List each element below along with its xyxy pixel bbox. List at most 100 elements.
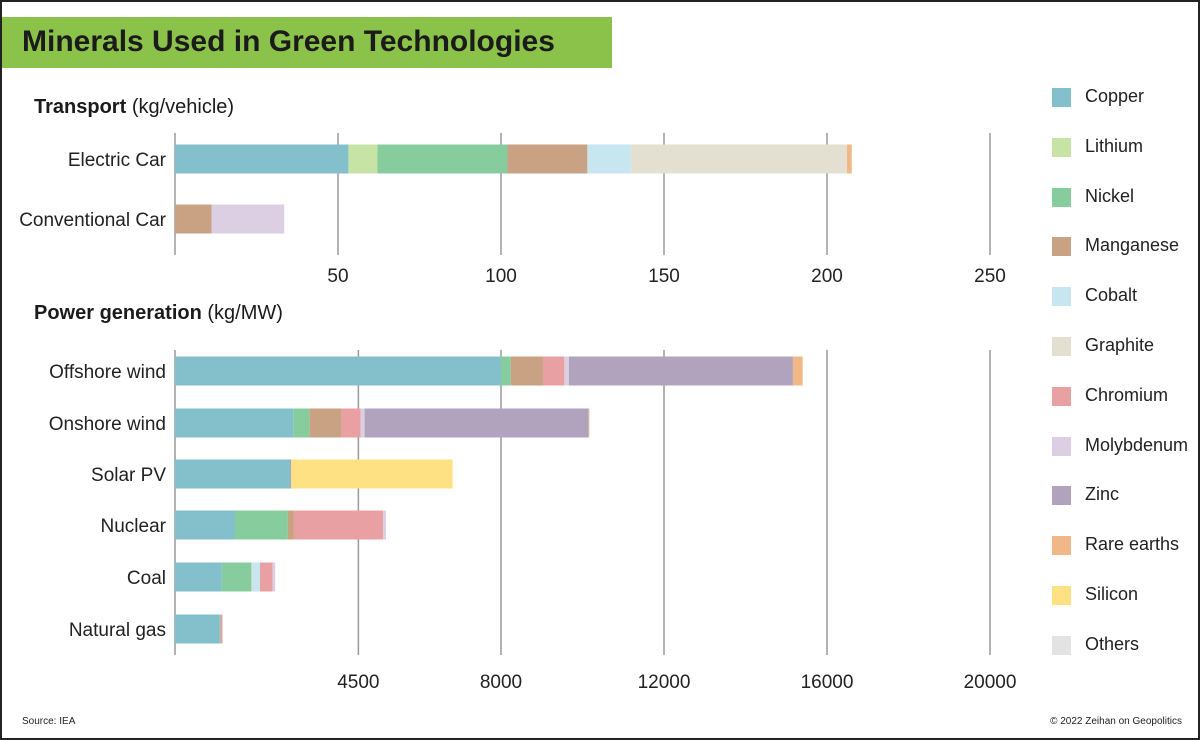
legend-swatch-silicon: [1052, 586, 1071, 605]
power-bar-coal-chromium: [260, 562, 273, 592]
power-category-label-nuclear: Nuclear: [101, 516, 167, 537]
source-note: Source: IEA: [22, 716, 76, 727]
transport-bar-electric-car-graphite: [630, 144, 847, 174]
legend-swatch-others: [1052, 635, 1071, 655]
transport-category-label-conventional-car: Conventional Car: [19, 210, 166, 231]
transport-title-unit: (kg/vehicle): [131, 96, 235, 118]
legend-label-lithium: Lithium: [1085, 135, 1144, 156]
power-tick-label-4500: 4500: [337, 672, 379, 693]
transport-category-label-electric-car: Electric Car: [68, 150, 167, 171]
power-bar-coal-copper: [175, 562, 222, 592]
legend-swatch-rare-earths: [1052, 536, 1071, 556]
transport-bar-electric-car-manganese: [507, 144, 588, 174]
transport-section-title: Transport (kg/vehicle): [34, 96, 234, 119]
power-bar-coal-molybdenum: [272, 562, 276, 592]
power-bar-offshore-wind-chromium: [542, 356, 565, 386]
legend-label-copper: Copper: [1085, 86, 1145, 106]
power-bar-onshore-wind-chromium: [341, 408, 361, 438]
legend-item-silicon: Silicon: [1052, 580, 1192, 610]
transport-title-bold: Transport: [34, 96, 127, 118]
transport-bar-electric-car-rare-earths: [846, 144, 852, 174]
power-bar-natural-gas-chromium: [220, 614, 223, 644]
transport-bar-electric-car-lithium: [348, 144, 378, 174]
power-bar-nuclear-manganese: [287, 510, 294, 540]
power-bar-offshore-wind-copper: [175, 356, 501, 386]
power-tick-label-16000: 16000: [801, 672, 854, 693]
legend-item-molybdenum: Molybdenum: [1052, 431, 1192, 461]
legend-label-cobalt: Cobalt: [1085, 285, 1138, 306]
transport-tick-label-100: 100: [485, 266, 517, 287]
power-bar-nuclear-molybdenum: [383, 510, 387, 540]
legend-swatch-lithium: [1052, 137, 1071, 157]
power-bar-onshore-wind-manganese: [309, 408, 342, 438]
power-bar-onshore-wind-rare-earths: [588, 408, 590, 438]
legend-label-silicon: Silicon: [1085, 584, 1139, 604]
legend-item-cobalt: Cobalt: [1052, 281, 1192, 311]
transport-bar-conventional-car-manganese: [175, 204, 212, 234]
title-banner: Minerals Used in Green Technologies: [2, 17, 612, 68]
legend-swatch-graphite: [1052, 337, 1071, 356]
legend-swatch-chromium: [1052, 386, 1071, 406]
power-bar-offshore-wind-manganese: [510, 356, 543, 386]
power-bar-offshore-wind-zinc: [568, 356, 793, 386]
legend-label-others: Others: [1085, 633, 1140, 654]
legend-item-chromium: Chromium: [1052, 381, 1192, 411]
power-bar-nuclear-copper: [175, 510, 236, 540]
power-title-unit: (kg/MW): [207, 302, 283, 324]
legend-label-nickel: Nickel: [1085, 185, 1135, 206]
power-bar-coal-cobalt: [251, 562, 261, 592]
power-category-label-offshore-wind: Offshore wind: [49, 362, 166, 383]
power-title-bold: Power generation: [34, 302, 202, 324]
transport-bar-electric-car-copper: [175, 144, 349, 174]
legend-swatch-nickel: [1052, 187, 1071, 207]
power-bar-onshore-wind-copper: [175, 408, 294, 438]
transport-bar-conventional-car-molybdenum: [211, 204, 285, 234]
legend-swatch-zinc: [1052, 486, 1071, 506]
legend-item-graphite: Graphite: [1052, 331, 1192, 361]
power-category-label-onshore-wind: Onshore wind: [49, 414, 166, 435]
power-bar-natural-gas-copper: [175, 614, 220, 644]
power-bar-natural-gas-nickel: [219, 614, 221, 644]
power-bar-offshore-wind-rare-earths: [792, 356, 803, 386]
transport-bar-electric-car-cobalt: [587, 144, 631, 174]
legend-item-others: Others: [1052, 630, 1192, 660]
legend-item-manganese: Manganese: [1052, 231, 1192, 261]
legend-label-molybdenum: Molybdenum: [1085, 434, 1189, 455]
power-tick-label-12000: 12000: [638, 672, 691, 693]
legend-label-zinc: Zinc: [1085, 484, 1120, 505]
legend-swatch-manganese: [1052, 237, 1071, 257]
legend-item-rare-earths: Rare earths: [1052, 530, 1192, 560]
transport-bar-electric-car-nickel: [377, 144, 508, 174]
legend-swatch-cobalt: [1052, 287, 1071, 307]
power-bar-offshore-wind-nickel: [501, 356, 511, 386]
legend-label-rare-earths: Rare earths: [1085, 534, 1180, 555]
transport-tick-label-150: 150: [648, 266, 680, 287]
power-tick-label-20000: 20000: [964, 672, 1017, 693]
power-section-title: Power generation (kg/MW): [34, 302, 283, 325]
power-category-label-coal: Coal: [127, 568, 166, 589]
legend-item-nickel: Nickel: [1052, 182, 1192, 212]
legend-item-copper: Copper: [1052, 82, 1192, 112]
power-bar-solar-pv-copper: [175, 459, 290, 489]
legend-label-manganese: Manganese: [1085, 235, 1180, 256]
power-bar-nuclear-chromium: [293, 510, 384, 540]
power-bar-coal-nickel: [221, 562, 252, 592]
legend-swatch-molybdenum: [1052, 436, 1071, 456]
transport-tick-label-200: 200: [811, 266, 843, 287]
transport-tick-label-50: 50: [327, 266, 348, 287]
legend-swatch-copper: [1052, 88, 1071, 107]
legend-label-chromium: Chromium: [1085, 384, 1169, 405]
power-bar-offshore-wind-molybdenum: [564, 356, 569, 386]
power-bar-solar-pv-zinc: [290, 459, 292, 489]
power-bar-onshore-wind-nickel: [293, 408, 310, 438]
legend-item-lithium: Lithium: [1052, 132, 1192, 162]
power-bar-solar-pv-silicon: [291, 459, 453, 489]
legend-label-graphite: Graphite: [1085, 335, 1155, 355]
power-bar-nuclear-nickel: [235, 510, 288, 540]
copyright-note: © 2022 Zeihan on Geopolitics: [1050, 716, 1182, 727]
power-category-label-natural-gas: Natural gas: [69, 620, 166, 641]
power-bar-onshore-wind-molybdenum: [360, 408, 365, 438]
power-bar-onshore-wind-zinc: [364, 408, 589, 438]
power-category-label-solar-pv: Solar PV: [91, 465, 166, 486]
